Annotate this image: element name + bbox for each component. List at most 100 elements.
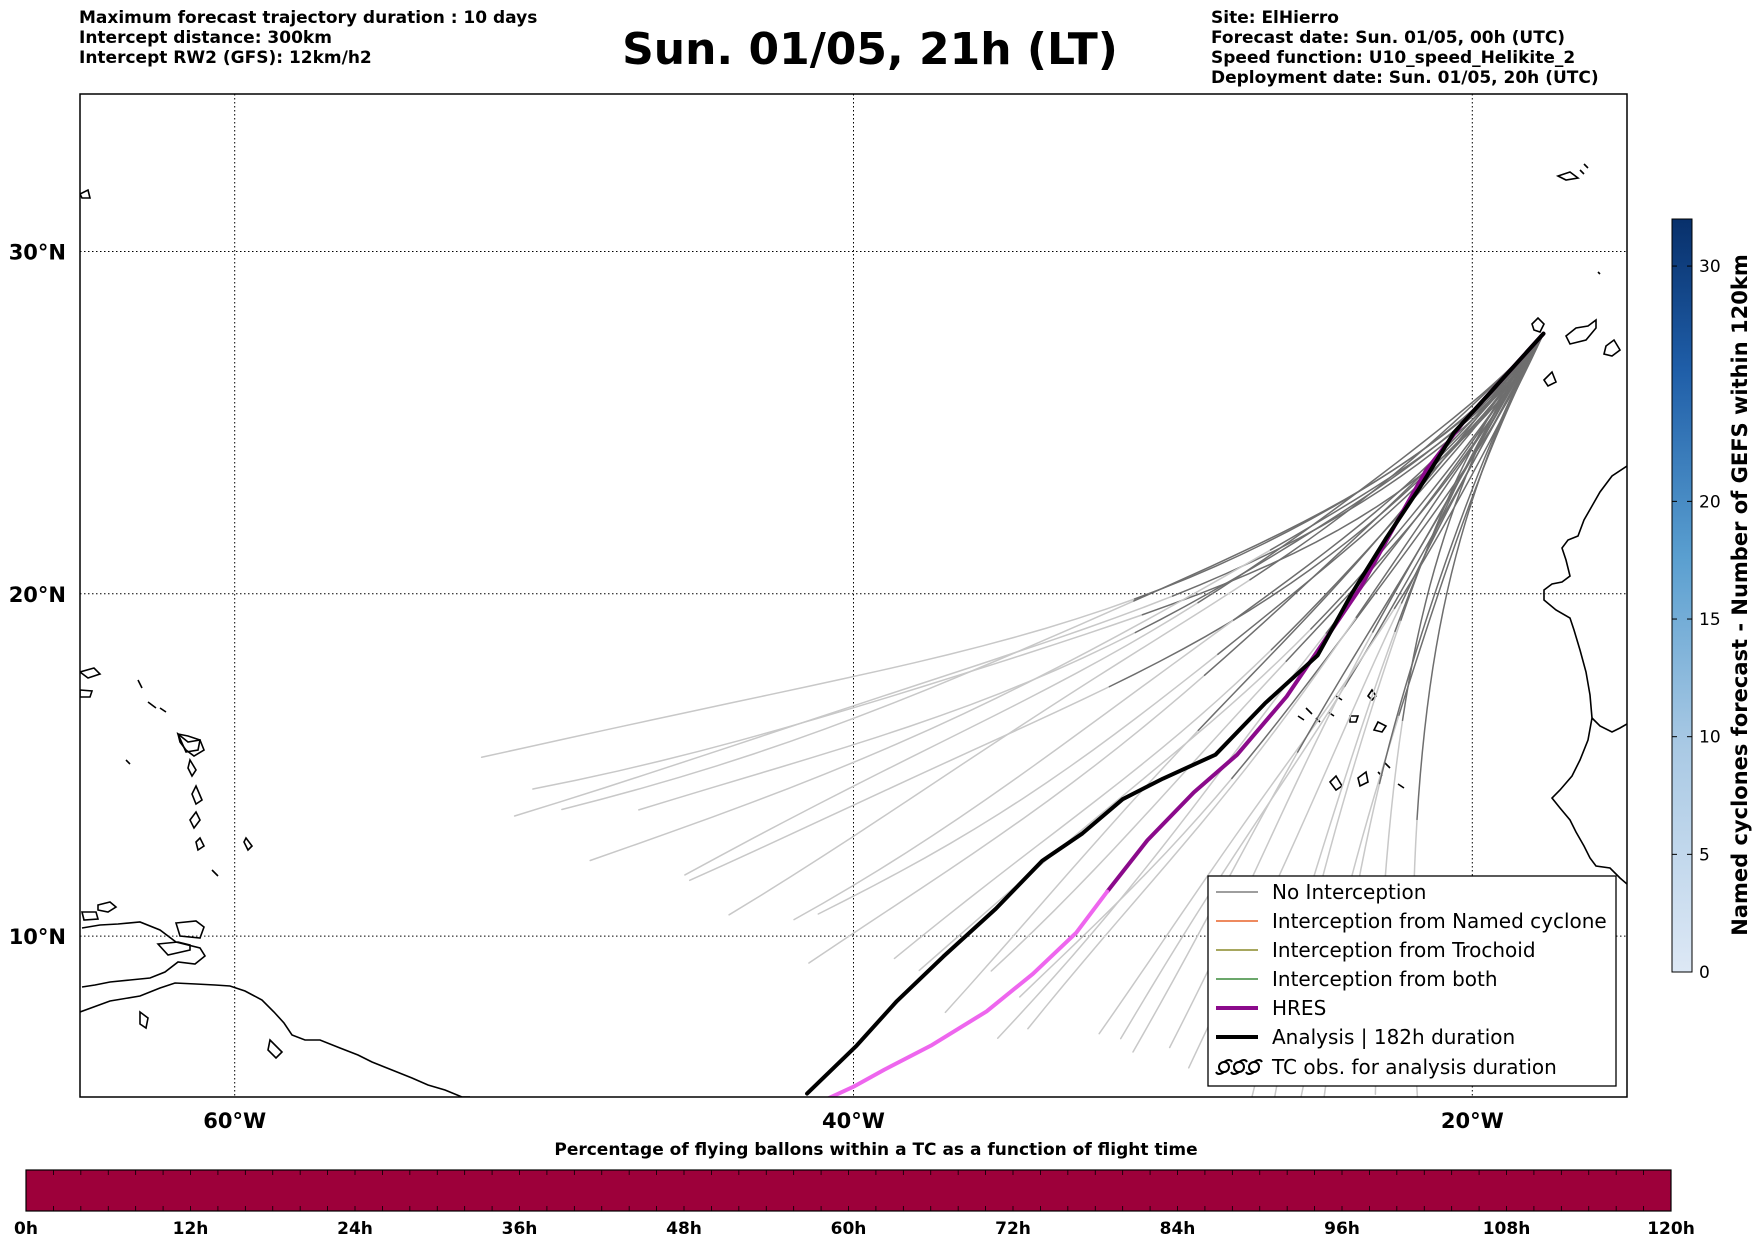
lon-tick-label: 20°W <box>1441 1109 1504 1133</box>
coastline-bonaire <box>139 1010 149 1030</box>
cyclone-symbols-icon <box>1215 1059 1263 1075</box>
coastline-margarita <box>97 901 118 913</box>
ensemble-trajectory-late <box>1119 685 1346 1040</box>
ensemble-trajectory-late <box>808 674 1206 964</box>
header-left: Maximum forecast trajectory duration : 1… <box>79 8 537 68</box>
header-left-line: Maximum forecast trajectory duration : 1… <box>79 8 538 28</box>
coastline-madeira <box>1555 163 1589 181</box>
ensemble-trajectory <box>1133 332 1545 600</box>
legend-box <box>1207 875 1617 1087</box>
map-title: Sun. 01/05, 21h (LT) <box>622 24 1118 75</box>
ensemble-trajectory-late <box>817 653 1219 915</box>
coastline-trinidad-island <box>174 920 205 939</box>
ensemble-trajectory-late <box>589 549 1272 862</box>
colorbar-right-gradient <box>1671 218 1693 973</box>
coastline-isolated <box>1597 271 1601 275</box>
lat-tick-label: 30°N <box>9 240 66 264</box>
ensemble-trajectory-late <box>688 685 1111 882</box>
lon-tick-label: 60°W <box>203 1109 266 1133</box>
hres-trajectory <box>826 889 1110 1097</box>
ensemble-trajectory-late <box>532 613 1144 790</box>
colorbar-right-tick-label: 5 <box>1699 845 1710 865</box>
lat-tick-label: 10°N <box>9 925 66 949</box>
coastline-azores-edge <box>80 188 92 199</box>
colorbar-bottom-tick-label: 120h <box>1647 1219 1695 1239</box>
header-right: Site: ElHierro Forecast date: Sun. 01/05… <box>1211 8 1599 88</box>
colorbar-right-ticks: 0 5 10 15 20 30 <box>1672 257 1721 983</box>
colorbar-bottom-tick-label: 48h <box>666 1219 702 1239</box>
legend-label: Interception from Named cyclone <box>1272 909 1607 933</box>
colorbar-right-tick-label: 15 <box>1699 610 1721 630</box>
ensemble-trajectory-late <box>996 632 1327 1039</box>
coastline-antilles <box>80 667 254 877</box>
colorbar-bottom-tick-label: 60h <box>831 1219 867 1239</box>
lat-tick-label: 20°N <box>9 583 66 607</box>
colorbar-bottom-tick-label: 12h <box>173 1219 209 1239</box>
ensemble-trajectory <box>1401 332 1545 722</box>
ensemble-trajectory <box>1133 332 1545 602</box>
legend: No Interception Interception from Named … <box>1207 875 1617 1087</box>
ensemble-trajectory-late <box>1027 616 1357 1030</box>
colorbar-right-label: Named cyclones forecast - Number of GEFS… <box>1728 254 1752 935</box>
ensemble-trajectory-late <box>793 619 1235 921</box>
ensemble-trajectory-late <box>480 598 1136 759</box>
colorbar-bottom: 0h 12h 24h 36h 48h 60h 72h 84h 96h 108h 120h <box>14 1169 1695 1239</box>
legend-label: No Interception <box>1272 880 1426 904</box>
header-right-line: Speed function: U10_speed_Helikite_2 <box>1211 48 1576 68</box>
colorbar-right-tick-label: 20 <box>1699 492 1721 512</box>
colorbar-bottom-tick-label: 84h <box>1160 1219 1196 1239</box>
lon-tick-label: 40°W <box>822 1109 885 1133</box>
ensemble-trajectory <box>1232 332 1545 621</box>
coastline-trinidad <box>156 941 191 956</box>
legend-label: Interception from both <box>1272 967 1498 991</box>
legend-label: Analysis | 182h duration <box>1272 1025 1515 1049</box>
ensemble-trajectory-late <box>561 600 1135 811</box>
legend-label: HRES <box>1272 996 1326 1020</box>
ensemble-trajectory <box>1217 332 1545 655</box>
colorbar-right-tick-label: 0 <box>1699 963 1710 983</box>
legend-label: TC obs. for analysis duration <box>1271 1055 1557 1079</box>
ensemble-trajectory <box>1398 332 1545 716</box>
header-right-line: Site: ElHierro <box>1211 8 1339 28</box>
colorbar-bottom-tick-label: 96h <box>1324 1219 1360 1239</box>
map-frame <box>79 93 1628 1098</box>
colorbar-right-tick-label: 30 <box>1699 257 1721 277</box>
ensemble-trajectory-late <box>893 649 1273 960</box>
coastline-guyana <box>267 1038 284 1060</box>
ensemble-trajectory-late <box>990 660 1287 972</box>
ensemble-trajectory <box>1416 332 1545 821</box>
analysis-trajectory <box>805 331 1546 1096</box>
coastline-canary-islands <box>1531 316 1622 388</box>
coastline-south-america <box>80 982 470 1097</box>
legend-label: Interception from Trochoid <box>1272 938 1536 962</box>
colorbar-bottom-ticks: 0h 12h 24h 36h 48h 60h 72h 84h 96h 108h 120h <box>14 1170 1695 1239</box>
ensemble-trajectory-late <box>1168 631 1374 1049</box>
colorbar-bottom-title: Percentage of flying ballons within a TC… <box>554 1140 1198 1160</box>
ensemble-trajectory-late <box>638 631 1137 811</box>
header-right-line: Deployment date: Sun. 01/05, 20h (UTC) <box>1211 68 1599 88</box>
coastline-cape-verde-south <box>1328 761 1405 792</box>
ensemble-trajectory-late <box>513 595 1174 817</box>
colorbar-bottom-tick-label: 72h <box>995 1219 1031 1239</box>
axis-labels: 30°N 20°N 10°N 60°W 40°W 20°W <box>9 240 1504 1133</box>
header-left-line: Intercept RW2 (GFS): 12km/h2 <box>79 48 372 68</box>
coastline-tobago <box>80 911 100 921</box>
colorbar-right: 0 5 10 15 20 30 Named cyclones forecast - Num… <box>1671 218 1752 983</box>
ensemble-trajectory <box>1134 332 1545 634</box>
colorbar-bottom-tick-label: 0h <box>14 1219 38 1239</box>
ensemble-trajectory-late <box>1019 777 1233 998</box>
ensemble-trajectory-late <box>944 729 1200 1014</box>
header-right-line: Forecast date: Sun. 01/05, 00h (UTC) <box>1211 28 1566 48</box>
colorbar-bottom-tick-label: 24h <box>337 1219 373 1239</box>
ensemble-trajectory <box>1171 332 1545 597</box>
colorbar-right-tick-label: 10 <box>1699 728 1721 748</box>
ensemble-trajectory-late <box>684 601 1199 876</box>
ensemble-trajectory <box>1378 332 1545 785</box>
colorbar-bottom-tick-label: 108h <box>1483 1219 1531 1239</box>
ensemble-trajectory-late <box>728 578 1251 916</box>
coastline-africa-senegal <box>1591 717 1627 733</box>
coastline-venezuela <box>81 921 207 988</box>
header-left-line: Intercept distance: 300km <box>79 28 332 48</box>
ensemble-trajectory <box>1203 332 1545 676</box>
